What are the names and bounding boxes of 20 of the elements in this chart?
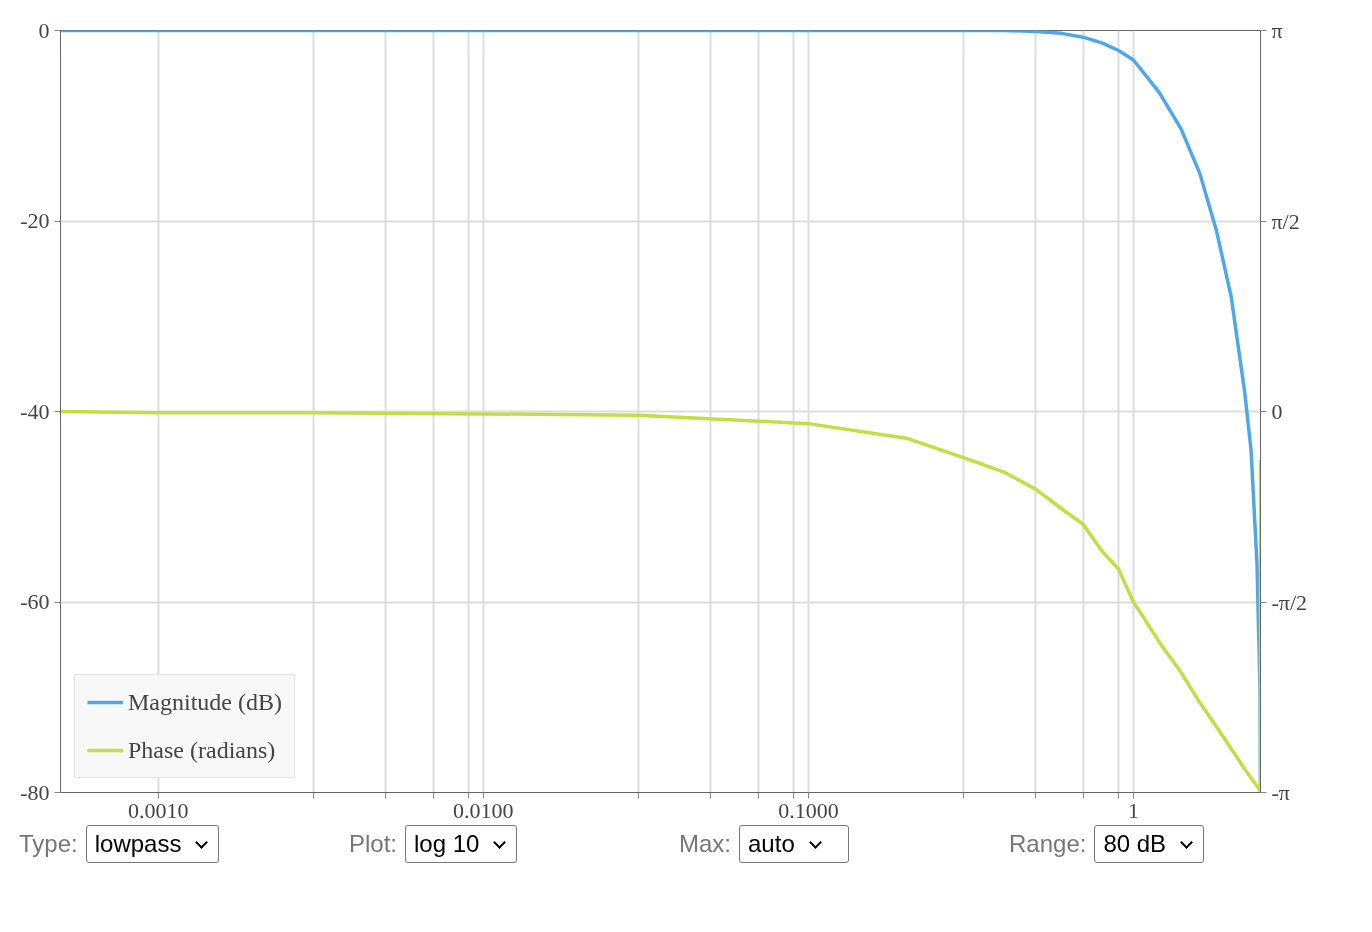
x-tick-label: 0.1000: [778, 797, 839, 823]
legend-label: Phase (radians): [128, 736, 276, 764]
y2-tick-label: 0: [1271, 399, 1283, 424]
y-tick-label: -60: [20, 589, 50, 614]
y2-tick-label: π/2: [1271, 208, 1300, 234]
y2-tick-label: π: [1271, 18, 1283, 43]
x-tick-label: 0.0010: [128, 797, 189, 823]
x-tick-label: 1: [1127, 797, 1139, 823]
text: Plot: log 10: [349, 829, 481, 859]
legend-label: Magnitude (dB): [128, 688, 282, 716]
y-tick-label: 0: [38, 17, 50, 43]
text: Max: auto: [679, 829, 796, 859]
y-tick-label: -20: [20, 208, 50, 233]
y-tick-label: -80: [20, 779, 50, 805]
x-tick-label: 0.0100: [453, 797, 514, 823]
text: Range: 80 dB: [1009, 829, 1168, 859]
text: Type: lowpass: [19, 829, 183, 859]
y2-tick-label: -π: [1271, 780, 1290, 805]
y-tick-label: -40: [20, 398, 50, 424]
y2-tick-label: -π/2: [1271, 589, 1308, 615]
